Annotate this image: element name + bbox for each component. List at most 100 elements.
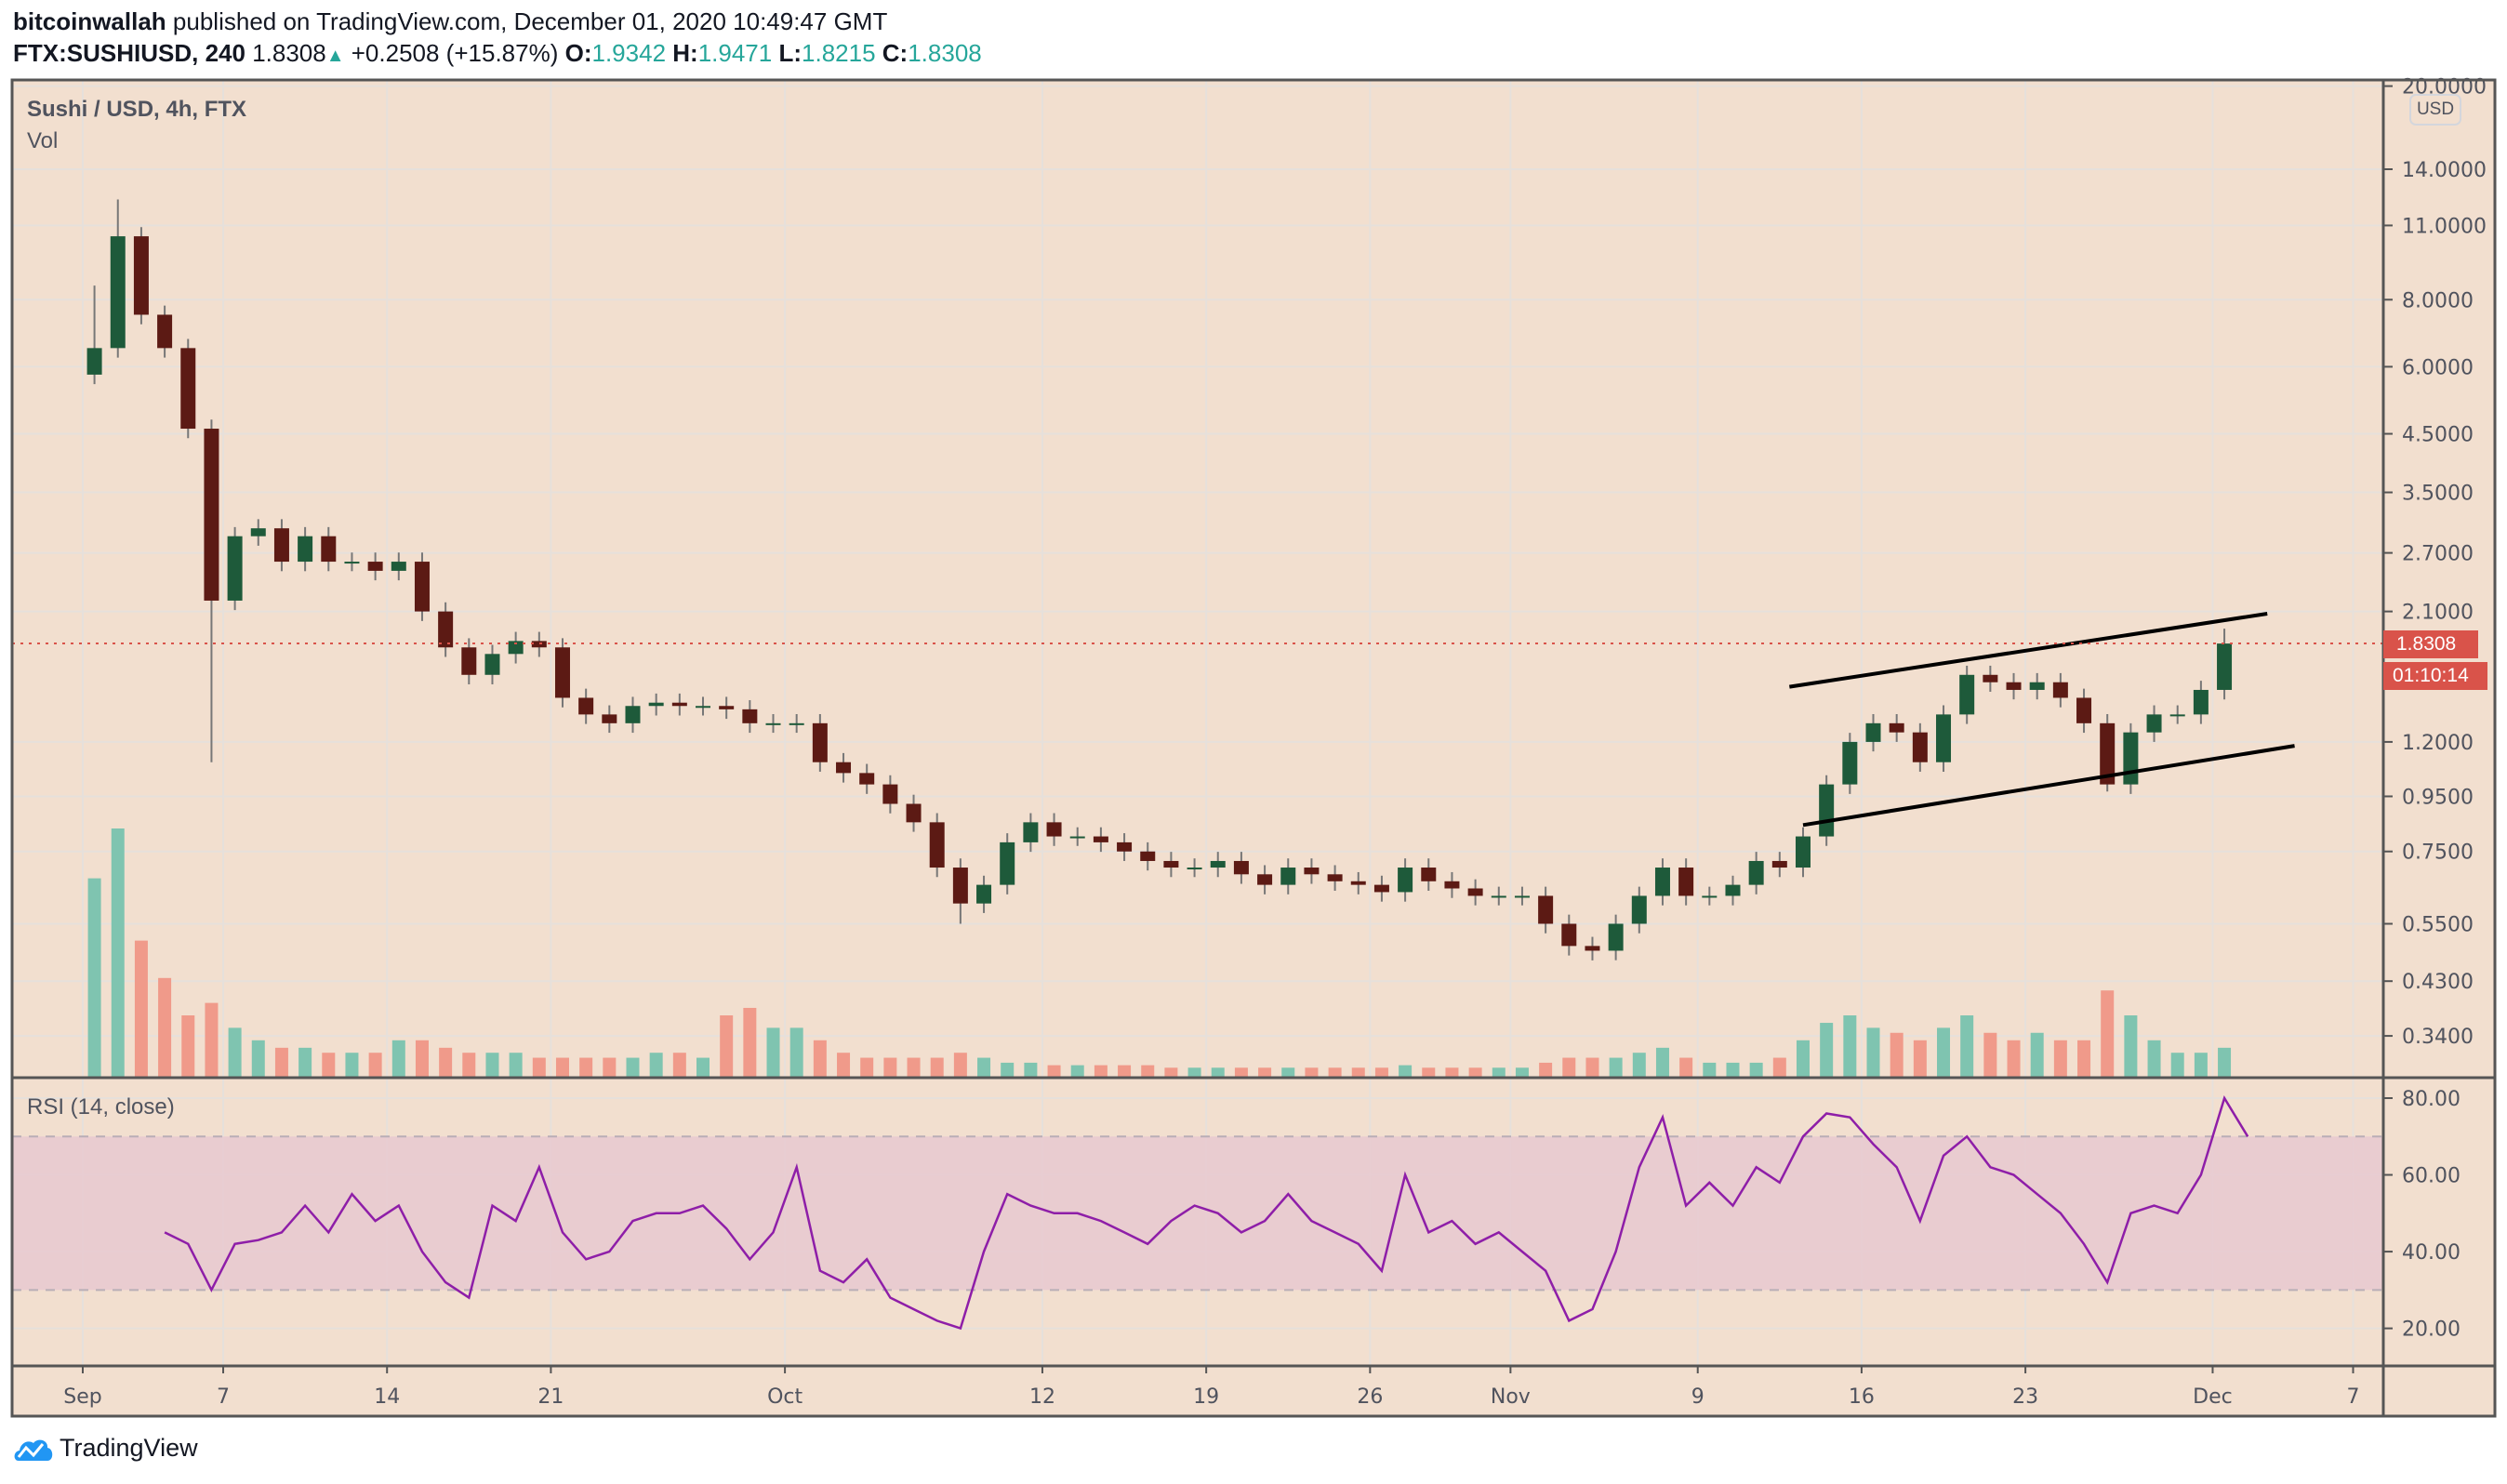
volume-bar: [415, 1040, 429, 1078]
volume-bar: [1211, 1067, 1225, 1078]
candle-down: [812, 722, 828, 762]
symbol-info: FTX:SUSHIUSD, 240 1.8308▲ +0.2508 (+15.8…: [13, 39, 982, 68]
candle-up: [1023, 822, 1039, 842]
volume-bar: [837, 1053, 851, 1078]
volume-bar: [626, 1057, 640, 1078]
volume-bar: [2218, 1047, 2232, 1078]
volume-bar: [1796, 1040, 1810, 1078]
candle-up: [508, 641, 524, 655]
candle-down: [204, 429, 219, 601]
candle-down: [2006, 682, 2022, 690]
volume-bar: [860, 1057, 874, 1078]
candle-down: [180, 348, 196, 430]
volume-bar: [298, 1047, 312, 1078]
candle-down: [1373, 884, 1389, 893]
candle-down: [2076, 697, 2092, 723]
low-value: 1.8215: [802, 39, 876, 67]
candle-up: [1280, 868, 1296, 885]
candle-up: [625, 706, 641, 723]
volume-bar: [672, 1053, 686, 1078]
rsi-band: [12, 1136, 2383, 1291]
volume-bar: [1749, 1062, 1763, 1078]
candle-up: [976, 884, 992, 904]
candle-up: [391, 562, 406, 571]
candle-up: [1748, 860, 1764, 885]
volume-bar: [2147, 1040, 2161, 1078]
volume-bar: [1001, 1062, 1015, 1078]
volume-bar: [134, 940, 148, 1078]
candle-down: [719, 706, 735, 709]
volume-bar: [1118, 1065, 1132, 1078]
close-value: 1.8308: [908, 39, 982, 67]
tradingview-logo[interactable]: TradingView: [13, 1434, 198, 1463]
rsi-legend: RSI (14, close): [27, 1094, 175, 1120]
candle-down: [273, 528, 289, 563]
y-tick-label: 8.0000: [2402, 289, 2474, 312]
candle-up: [2123, 732, 2139, 785]
volume-legend: Vol: [27, 128, 59, 153]
close-label: C:: [882, 39, 909, 67]
volume-bar: [1164, 1067, 1178, 1078]
volume-bar: [1024, 1062, 1038, 1078]
candle-up: [2146, 714, 2162, 733]
y-tick-label: 14.0000: [2402, 159, 2487, 182]
candle-up: [1725, 884, 1741, 896]
volume-bar: [789, 1027, 803, 1078]
volume-bar: [649, 1053, 663, 1078]
rsi-tick-label: 40.00: [2402, 1241, 2461, 1265]
volume-bar: [439, 1047, 453, 1078]
y-tick-label: 2.1000: [2402, 602, 2474, 625]
candle-down: [367, 562, 383, 571]
candle-down: [742, 709, 758, 723]
volume-bar: [1772, 1057, 1786, 1078]
volume-bar: [720, 1015, 734, 1078]
volume-bar: [1445, 1067, 1459, 1078]
volume-bar: [1281, 1067, 1295, 1078]
x-tick-label: 14: [374, 1385, 400, 1409]
candle-down: [1140, 851, 1156, 861]
trendline: [1802, 744, 2295, 828]
candle-up: [1187, 868, 1202, 870]
volume-bar: [1492, 1067, 1506, 1078]
candle-down: [952, 868, 968, 904]
candle-up: [648, 702, 664, 707]
volume-bar: [2030, 1032, 2044, 1078]
candle-down: [671, 702, 687, 707]
y-tick-label: 6.0000: [2402, 356, 2474, 379]
volume-bar: [883, 1057, 897, 1078]
candle-down: [1421, 868, 1437, 881]
currency-button[interactable]: USD: [2409, 94, 2461, 126]
candle-up: [298, 536, 313, 563]
volume-bar: [532, 1057, 546, 1078]
candle-up: [2029, 682, 2045, 690]
candle-down: [859, 773, 875, 785]
author[interactable]: bitcoinwallah: [13, 7, 166, 35]
candle-up: [1000, 841, 1015, 885]
volume-bar: [158, 977, 172, 1078]
published-text: published on TradingView.com, December 0…: [172, 7, 888, 35]
volume-bar: [766, 1027, 780, 1078]
rsi-tick-label: 20.00: [2402, 1318, 2461, 1342]
publish-info: bitcoinwallah published on TradingView.c…: [13, 7, 887, 36]
candle-down: [531, 641, 547, 648]
candle-up: [1398, 868, 1413, 893]
volume-bar: [1703, 1062, 1717, 1078]
volume-bar: [1351, 1067, 1365, 1078]
candle-down: [906, 803, 922, 823]
candle-down: [1585, 946, 1600, 951]
candle-down: [1444, 881, 1460, 889]
high-value: 1.9471: [697, 39, 773, 67]
trendline: [1789, 612, 2268, 689]
volume-bar: [1866, 1027, 1880, 1078]
candle-up: [344, 562, 360, 564]
candle-up: [789, 722, 804, 725]
volume-bar: [1937, 1027, 1951, 1078]
volume-bar: [977, 1057, 991, 1078]
volume-bar: [1374, 1067, 1388, 1078]
x-tick-label: 7: [2346, 1385, 2359, 1409]
candle-up: [1865, 722, 1881, 742]
x-tick-label: 12: [1029, 1385, 1055, 1409]
y-tick-label: 11.0000: [2402, 215, 2487, 238]
candle-down: [438, 611, 454, 648]
